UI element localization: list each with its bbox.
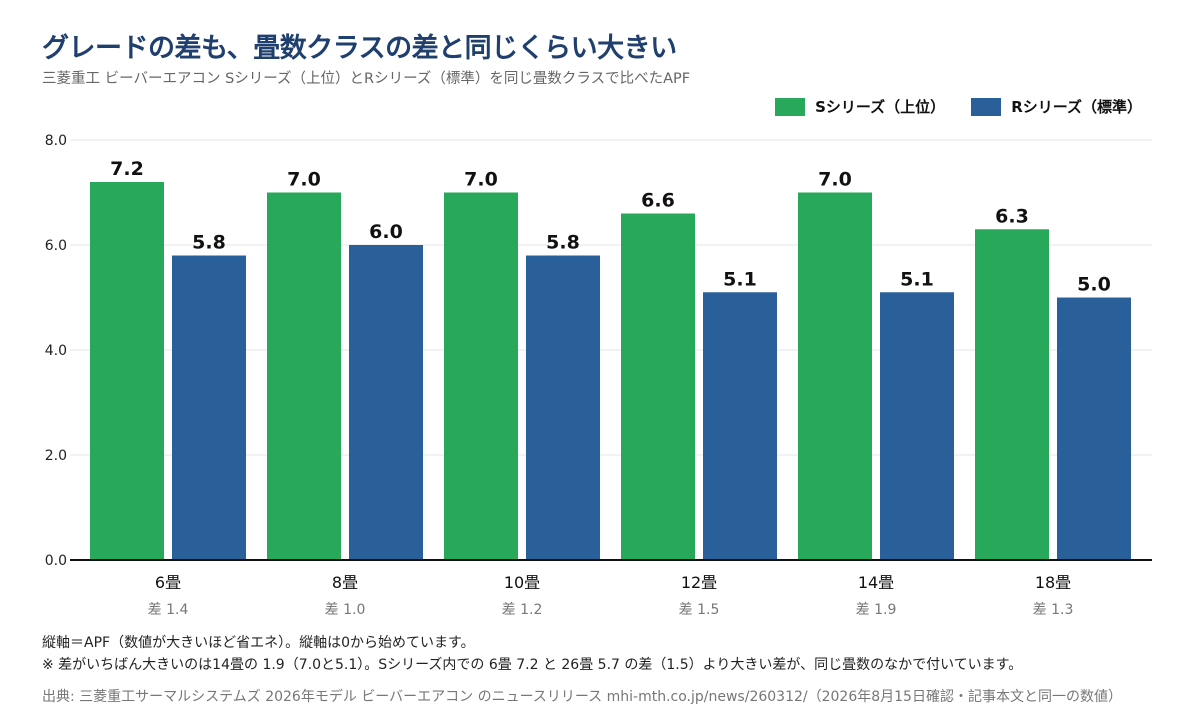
bar-s-series: [90, 182, 164, 560]
bar-s-series: [444, 192, 518, 560]
x-tick-sublabel: 差 1.2: [502, 602, 543, 618]
x-tick-sublabel: 差 1.0: [325, 602, 366, 618]
bar-r-series: [526, 255, 600, 560]
bar-r-series: [172, 255, 246, 560]
chart-title: グレードの差も、畳数クラスの差と同じくらい大きい: [42, 33, 677, 64]
footnote-max-difference: ※ 差がいちばん大きいのは14畳の 1.9（7.0と5.1）。Sシリーズ内での …: [42, 657, 1023, 673]
y-tick-label: 4.0: [45, 343, 67, 359]
y-tick-label: 6.0: [45, 238, 67, 254]
x-tick-label: 6畳: [155, 573, 181, 592]
x-tick-sublabel: 差 1.4: [148, 602, 189, 618]
x-tick-sublabel: 差 1.3: [1033, 602, 1074, 618]
x-tick-label: 12畳: [681, 573, 717, 592]
data-label-s-series: 7.0: [287, 169, 321, 191]
data-label-s-series: 7.0: [818, 169, 852, 191]
legend-item-s-series: Sシリーズ（上位）: [775, 96, 945, 117]
data-label-r-series: 5.8: [546, 232, 580, 254]
bar-r-series: [880, 292, 954, 560]
bar-r-series: [349, 245, 423, 560]
bar-r-series: [703, 292, 777, 560]
x-tick-label: 18畳: [1035, 573, 1071, 592]
data-label-r-series: 5.0: [1077, 274, 1111, 296]
data-label-r-series: 6.0: [369, 221, 403, 243]
y-tick-label: 8.0: [45, 133, 67, 149]
bar-s-series: [798, 192, 872, 560]
data-label-s-series: 7.2: [110, 158, 144, 180]
footnotes: 縦軸＝APF（数値が大きいほど省エネ）。縦軸は0から始めています。 ※ 差がいち…: [42, 632, 1022, 676]
legend-label-s-series: Sシリーズ（上位）: [815, 98, 946, 116]
bar-r-series: [1057, 297, 1131, 560]
x-tick-label: 10畳: [504, 573, 540, 592]
source-note: 出典: 三菱重工サーマルシステムズ 2026年モデル ビーバーエアコン のニュー…: [42, 689, 1122, 705]
x-tick-sublabel: 差 1.5: [679, 602, 720, 618]
y-tick-label: 2.0: [45, 448, 67, 464]
data-label-s-series: 7.0: [464, 169, 498, 191]
chart-subtitle: 三菱重工 ビーバーエアコン Sシリーズ（上位）とRシリーズ（標準）を同じ畳数クラ…: [42, 71, 691, 87]
bar-s-series: [621, 213, 695, 560]
x-tick-label: 14畳: [858, 573, 894, 592]
bar-s-series: [267, 192, 341, 560]
legend: Sシリーズ（上位） Rシリーズ（標準）: [775, 96, 1142, 117]
legend-item-r-series: Rシリーズ（標準）: [971, 96, 1142, 117]
footnote-axis: 縦軸＝APF（数値が大きいほど省エネ）。縦軸は0から始めています。: [42, 635, 475, 651]
data-label-s-series: 6.3: [995, 205, 1029, 227]
x-tick-sublabel: 差 1.9: [856, 602, 897, 618]
data-label-r-series: 5.8: [192, 232, 226, 254]
legend-label-r-series: Rシリーズ（標準）: [1011, 98, 1142, 116]
bar-s-series: [975, 229, 1049, 560]
x-tick-label: 8畳: [332, 573, 358, 592]
data-label-s-series: 6.6: [641, 190, 675, 212]
data-label-r-series: 5.1: [723, 268, 757, 290]
data-label-r-series: 5.1: [900, 268, 934, 290]
y-tick-label: 0.0: [45, 553, 67, 569]
legend-swatch-r-series: [971, 97, 1002, 116]
legend-swatch-s-series: [775, 97, 806, 116]
